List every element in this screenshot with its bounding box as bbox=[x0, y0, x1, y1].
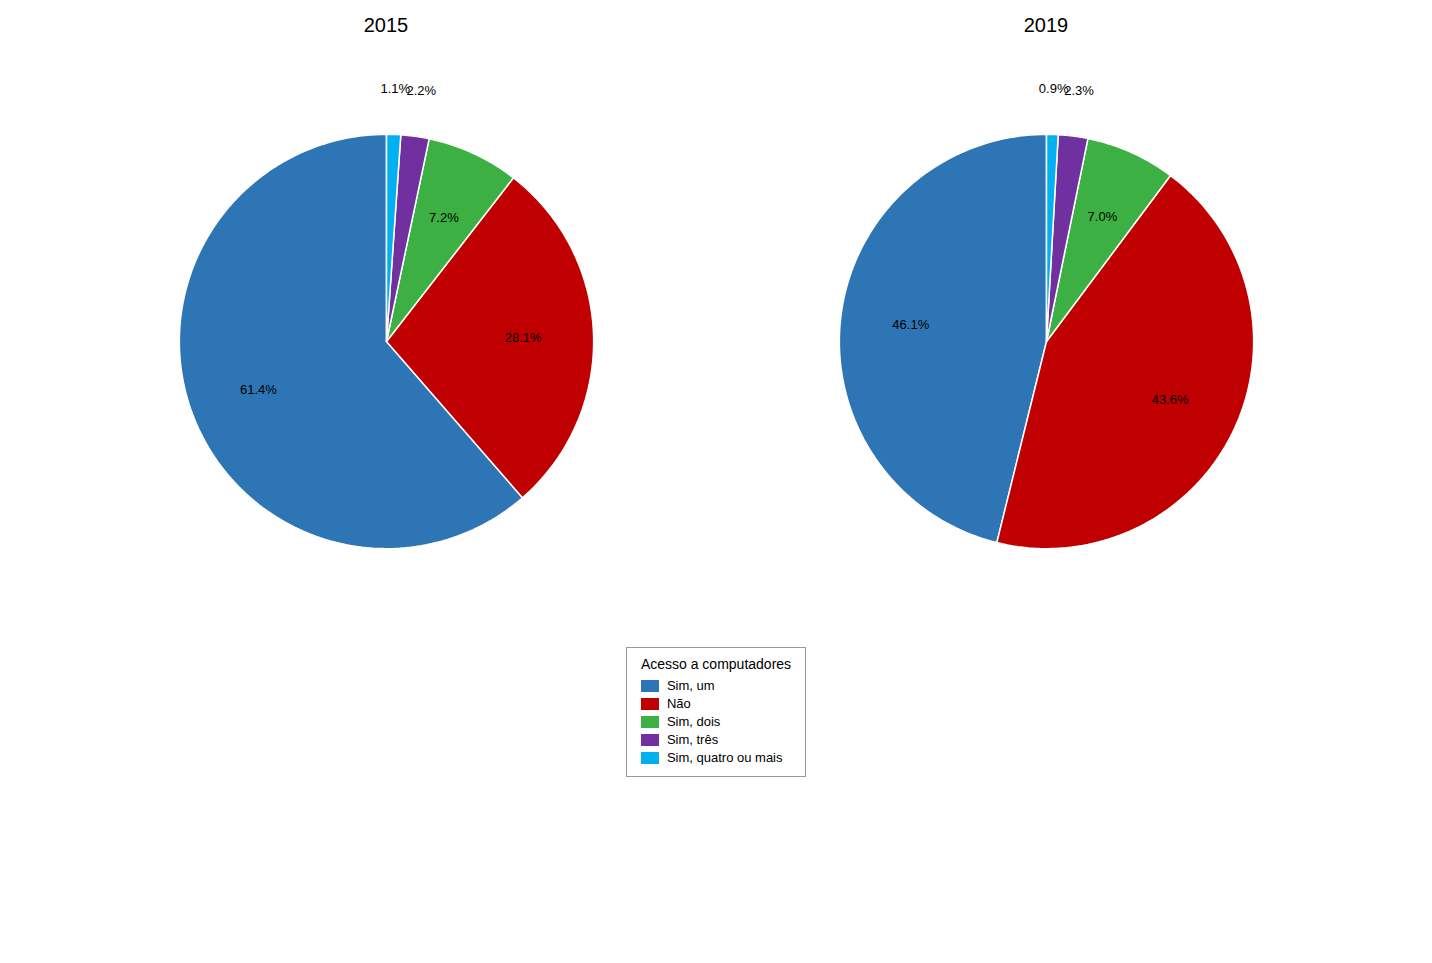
svg-text:61.4%: 61.4% bbox=[240, 382, 277, 397]
html-text:Sim, dois: Sim, dois bbox=[666, 714, 721, 729]
html-text:Não: Não bbox=[666, 696, 691, 711]
html-text:2015: 2015 bbox=[363, 14, 409, 36]
svg-text:2.2%: 2.2% bbox=[407, 83, 437, 98]
svg-text:0.9%: 0.9% bbox=[1039, 81, 1069, 96]
svg-text:7.0%: 7.0% bbox=[1088, 209, 1118, 224]
html-text:2019: 2019 bbox=[1023, 14, 1069, 36]
svg-text:28.1%: 28.1% bbox=[505, 330, 542, 345]
svg-text:1.1%: 1.1% bbox=[380, 81, 410, 96]
html-text:Sim, três: Sim, três bbox=[666, 732, 719, 747]
svg-text:46.1%: 46.1% bbox=[892, 317, 929, 332]
html-text:Sim, um: Sim, um bbox=[666, 678, 715, 693]
svg-text:43.6%: 43.6% bbox=[1152, 392, 1189, 407]
html-text:Acesso a computadores: Acesso a computadores bbox=[640, 656, 792, 672]
svg-text:2.3%: 2.3% bbox=[1064, 83, 1094, 98]
svg-text:7.2%: 7.2% bbox=[429, 210, 459, 225]
html-text:Sim, quatro ou mais: Sim, quatro ou mais bbox=[666, 750, 783, 765]
